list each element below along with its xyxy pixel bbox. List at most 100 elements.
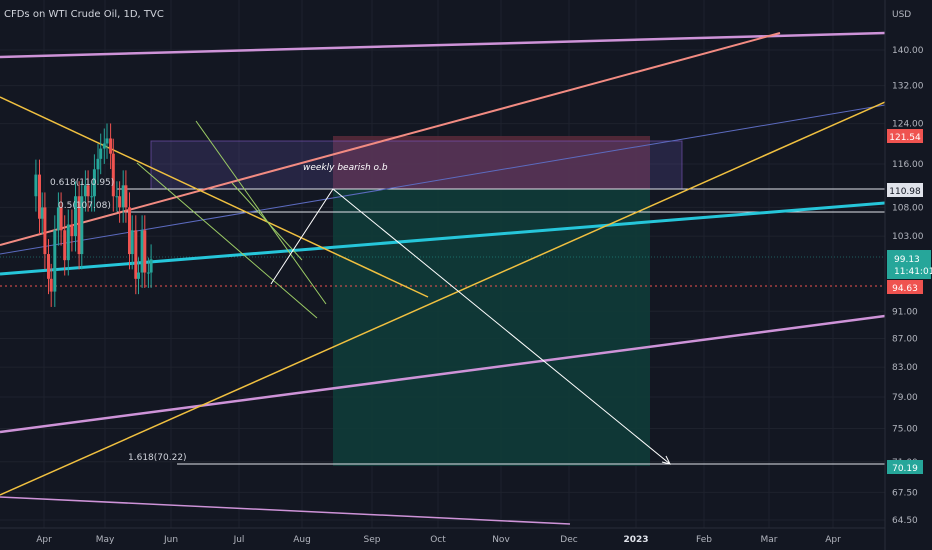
x-tick-label: Mar [761, 535, 778, 545]
candle-body [102, 143, 106, 149]
lower-violet-channel-line[interactable] [0, 314, 885, 434]
candle-body [53, 230, 57, 292]
x-tick-label: 2023 [623, 535, 648, 545]
price-axis[interactable]: 140.00 132.00 124.00 116.00 108.00 103.00 91.0… [884, 0, 924, 550]
ob-top-tag-bg [887, 129, 923, 143]
y-tick-label: 79.00 [892, 393, 918, 403]
candle-body [56, 207, 60, 231]
candle-body [43, 207, 47, 255]
ob-top-tag: 121.54 [889, 133, 921, 143]
y-tick-label: 67.50 [892, 488, 918, 498]
x-tick-label: Feb [696, 535, 712, 545]
target-tag: 70.19 [892, 464, 918, 474]
candle-body [128, 207, 131, 255]
candle-body [105, 138, 109, 144]
candle-body [115, 196, 119, 198]
x-tick-label: Sep [364, 535, 381, 545]
green-channel-mid[interactable] [231, 182, 303, 261]
candle-body [80, 196, 84, 255]
candle-body [77, 196, 81, 255]
candle-body [149, 259, 153, 273]
green-channel-upper[interactable] [195, 120, 327, 305]
currency-label: USD [892, 10, 911, 20]
time-axis[interactable]: Apr May Jun Jul Aug Sep Oct Nov Dec 2023 Feb Mar Apr [0, 527, 885, 545]
candle-body [92, 169, 96, 197]
y-tick-label: 108.00 [892, 203, 924, 213]
entry-tag-bg [887, 183, 923, 197]
y-tick-label: 87.00 [892, 335, 918, 345]
y-tick-label: 91.00 [892, 307, 918, 317]
x-tick-label: Jul [233, 535, 245, 545]
candle-body [130, 230, 134, 255]
current-price-tag: 99.13 [894, 255, 920, 265]
countdown-tag: 11:41:01 [894, 267, 932, 277]
candle-body [70, 224, 74, 237]
candle-body [59, 207, 63, 231]
candle-body [47, 254, 50, 279]
projection-arrowhead [661, 455, 671, 465]
fib-0618-label: 0.618(110.95) [50, 178, 114, 188]
prev-close-tag-bg [887, 280, 923, 294]
blue-trendline[interactable] [0, 104, 885, 255]
y-tick-label: 64.50 [892, 516, 918, 526]
current-price-tag-bg [887, 250, 931, 279]
entry-tag: 110.98 [889, 187, 921, 197]
candle-body [96, 158, 100, 170]
weekly-ob-label: weekly bearish o.b [303, 163, 388, 173]
candle-body [124, 185, 128, 208]
rising-orange-trendline[interactable] [0, 101, 885, 496]
candle-body [63, 230, 67, 261]
candle-body [49, 278, 53, 292]
candle-body [134, 230, 138, 279]
candle-body [40, 207, 44, 219]
candle-body [140, 230, 144, 273]
y-tick-label: 103.00 [892, 232, 924, 242]
prev-close-tag: 94.63 [892, 284, 918, 294]
green-channel-lower[interactable] [136, 162, 318, 319]
x-tick-label: Nov [492, 535, 510, 545]
candle-body [66, 224, 70, 261]
x-tick-label: Apr [36, 535, 52, 545]
y-tick-label: 75.00 [892, 425, 918, 435]
x-tick-label: Apr [825, 535, 841, 545]
x-tick-label: Aug [293, 535, 311, 545]
candle-body [83, 185, 87, 197]
candle-body [90, 196, 94, 198]
y-tick-label: 83.00 [892, 363, 918, 373]
y-tick-label: 132.00 [892, 82, 924, 92]
upper-violet-channel-line[interactable] [0, 31, 885, 59]
candle-body [137, 272, 140, 279]
x-tick-label: Jun [163, 535, 178, 545]
candle-body [109, 138, 113, 154]
fib-05-label: 0.5(107.08) [58, 201, 111, 211]
candle-body [38, 174, 41, 219]
candle-body [74, 196, 77, 237]
chart-title: CFDs on WTI Crude Oil, 1D, TVC [4, 9, 164, 20]
candle-body [121, 185, 125, 208]
bottom-violet-line[interactable] [0, 496, 571, 525]
weekly-order-block-box[interactable] [150, 140, 683, 190]
candle-body [34, 174, 38, 197]
candle-body [99, 148, 103, 159]
candle-body [86, 185, 90, 197]
target-tag-bg [887, 460, 923, 474]
fib-1618-label: 1.618(70.22) [128, 453, 187, 463]
x-tick-label: Oct [430, 535, 446, 545]
falling-orange-trendline[interactable] [0, 96, 429, 298]
take-profit-zone[interactable] [333, 189, 650, 466]
y-tick-label: 140.00 [892, 46, 924, 56]
x-tick-label: May [96, 535, 115, 545]
projection-path[interactable] [270, 188, 671, 465]
cyan-trendline[interactable] [0, 201, 885, 276]
candle-body [143, 230, 147, 273]
y-tick-label: 116.00 [892, 160, 924, 170]
candle-body [118, 196, 122, 208]
candle-body [111, 153, 115, 197]
candles-group [34, 123, 153, 307]
x-tick-label: Dec [560, 535, 577, 545]
candle-body [146, 272, 150, 274]
y-tick-label: 124.00 [892, 120, 924, 130]
stop-loss-zone[interactable] [333, 136, 650, 189]
